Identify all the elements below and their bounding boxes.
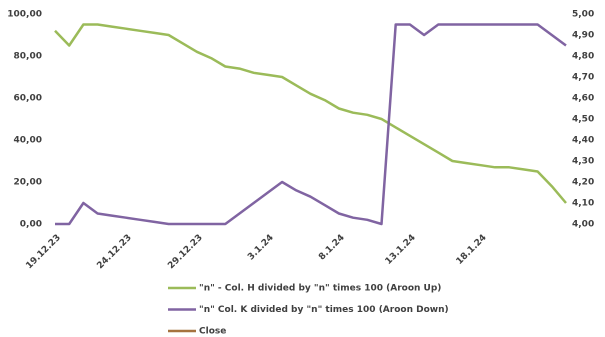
x-tick-label: 3.1.24 [246,233,276,263]
y2-tick-label: 4,30 [572,157,594,167]
legend-label: "n" Col. K divided by "n" times 100 (Aro… [199,305,449,315]
y-tick-label: 60,00 [14,94,42,104]
x-tick-label: 13.1.24 [384,233,418,267]
y2-tick-label: 4,60 [572,94,594,104]
y-tick-label: 100,00 [7,10,42,20]
y-tick-label: 20,00 [14,178,42,188]
x-tick-label: 18.1.24 [455,233,489,267]
x-tick-label: 29.12.23 [166,233,204,271]
series-line [54,23,567,204]
series-line [55,23,567,226]
y-tick-label: 0,00 [20,220,42,230]
y2-tick-label: 4,20 [572,178,594,188]
x-tick-label: 24.12.23 [95,233,133,271]
y2-tick-label: 4,00 [572,220,594,230]
y2-tick-label: 4,90 [572,31,594,41]
y2-tick-label: 4,10 [572,199,594,209]
x-tick-label: 19.12.23 [24,233,62,271]
y2-tick-label: 4,70 [572,73,594,83]
legend-label: Close [199,327,226,337]
y2-tick-label: 5,00 [572,10,594,20]
y-tick-label: 40,00 [14,136,42,146]
legend-label: "n" - Col. H divided by "n" times 100 (A… [199,284,441,294]
x-tick-label: 8.1.24 [317,233,347,263]
y-tick-label: 80,00 [14,52,42,62]
y2-tick-label: 4,40 [572,136,594,146]
y2-tick-label: 4,50 [572,115,594,125]
y2-tick-label: 4,80 [572,52,594,62]
